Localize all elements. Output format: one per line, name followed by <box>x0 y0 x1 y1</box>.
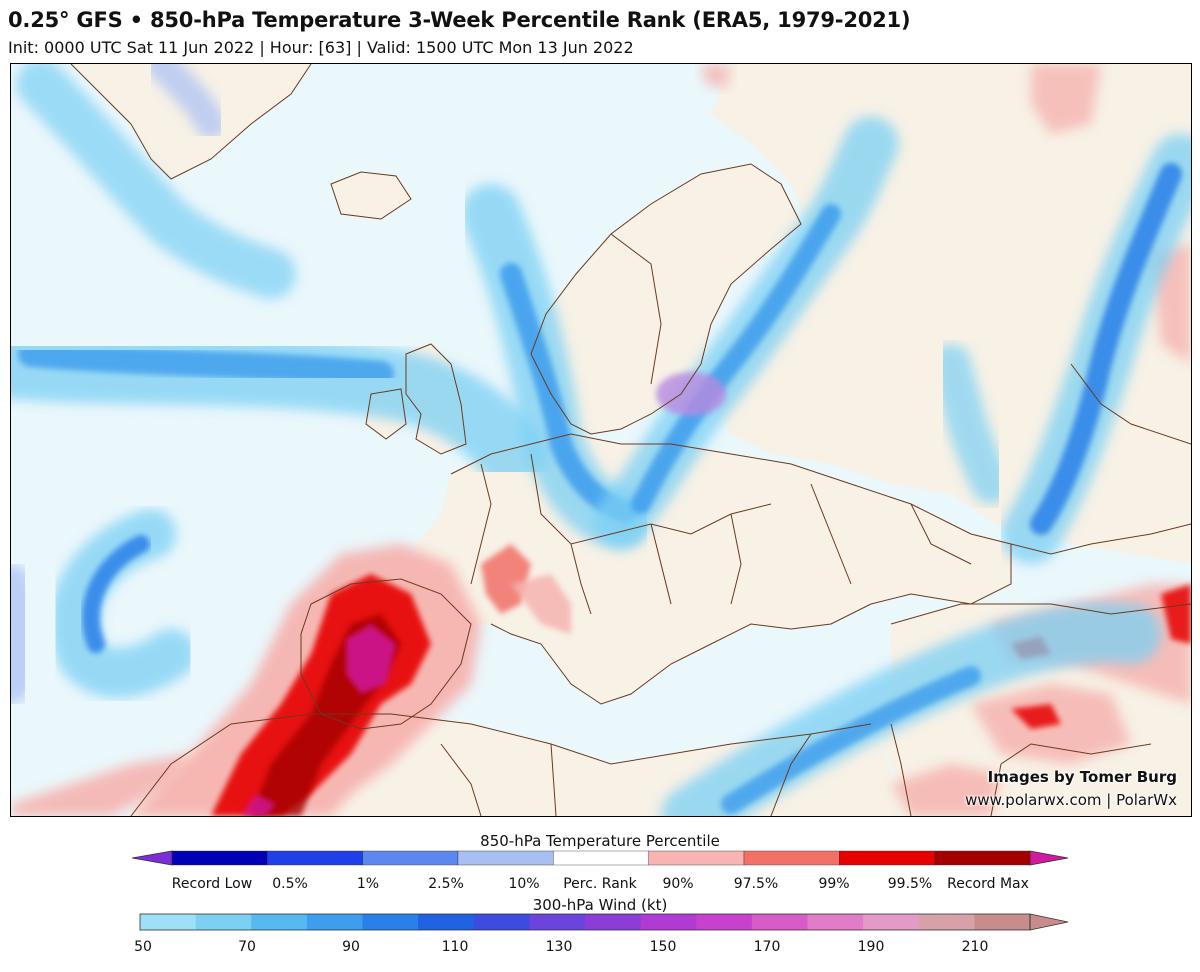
temp-colorbar-swatch <box>267 850 363 866</box>
wind-colorbar-swatch <box>696 914 753 930</box>
map-panel: Images by Tomer Burg www.polarwx.com | P… <box>10 63 1192 817</box>
temperature-anomaly-warm <box>11 64 1191 816</box>
wind-colorbar-label: 150 <box>649 939 677 955</box>
land-iceland <box>331 172 411 219</box>
wind-colorbar-swatch <box>306 914 363 930</box>
wind-colorbar-swatch <box>640 914 697 930</box>
wind-colorbar-title: 300-hPa Wind (kt) <box>532 896 668 914</box>
wind-colorbar-swatch <box>140 914 197 930</box>
wind-colorbar-label: 110 <box>441 939 469 955</box>
wind-colorbar-swatch <box>751 914 808 930</box>
temp-colorbar-swatch <box>743 850 840 866</box>
temp-colorbar-swatch <box>171 850 268 866</box>
temp-colorbar-swatch <box>362 850 459 866</box>
wind-colorbar-swatch <box>529 914 586 930</box>
wind-colorbar-swatch <box>362 914 419 930</box>
land-greenland <box>71 64 311 179</box>
temp-colorbar-label: 10% <box>508 876 540 892</box>
temp-colorbar-swatch <box>457 850 554 866</box>
wind-colorbar-swatch <box>473 914 530 930</box>
wind-colorbar-swatch <box>863 914 920 930</box>
wind-colorbar-swatch <box>251 914 308 930</box>
wind-colorbar-label: 130 <box>545 939 573 955</box>
temp-colorbar-label: 99% <box>818 876 850 892</box>
wind-colorbar-label: 50 <box>134 939 152 955</box>
temp-colorbar-extend-low <box>131 850 173 866</box>
wind-colorbar-swatch <box>974 914 1031 930</box>
temp-colorbar-label: Perc. Rank <box>563 876 637 892</box>
wind-colorbar-extend-high <box>1029 913 1069 931</box>
map-canvas <box>11 64 1191 816</box>
wind-colorbar-swatch <box>918 914 975 930</box>
temp-colorbar-swatch <box>553 850 649 866</box>
temp-colorbar-label: Record Max <box>947 876 1029 892</box>
temp-colorbar-label: Record Low <box>171 876 253 892</box>
temp-colorbar <box>131 850 1069 866</box>
temp-colorbar-label: 0.5% <box>272 876 308 892</box>
land-scandinavia <box>531 164 801 434</box>
wind-colorbar-swatch <box>585 914 642 930</box>
wind-colorbar-label: 90 <box>342 939 360 955</box>
temp-colorbar-label: 90% <box>662 876 694 892</box>
wind-colorbar-label: 70 <box>238 939 256 955</box>
wind-colorbar-swatch <box>418 914 475 930</box>
temp-colorbar-label: 1% <box>356 876 380 892</box>
wind-colorbar-swatch <box>807 914 864 930</box>
temp-colorbar-title: 850-hPa Temperature Percentile <box>480 832 720 850</box>
wind-jets <box>11 64 1191 816</box>
temp-colorbar-label: 97.5% <box>733 876 779 892</box>
map-subtitle: Init: 0000 UTC Sat 11 Jun 2022 | Hour: [… <box>8 38 634 57</box>
temp-colorbar-label: 99.5% <box>887 876 933 892</box>
country-borders <box>70 64 1191 816</box>
wind-colorbar-frame <box>139 913 1031 931</box>
temp-colorbar-swatch <box>934 850 1031 866</box>
wind-colorbar-swatch <box>195 914 252 930</box>
wind-colorbar-label: 190 <box>857 939 885 955</box>
temp-colorbar-label: 2.5% <box>428 876 464 892</box>
temp-colorbar-swatch <box>648 850 745 866</box>
wind-colorbar-label: 210 <box>961 939 989 955</box>
credit-website: www.polarwx.com | PolarWx <box>965 791 1177 809</box>
temp-colorbar-extend-high <box>1029 850 1069 866</box>
wind-colorbar <box>139 913 1069 931</box>
temp-colorbar-swatch <box>839 850 935 866</box>
map-title: 0.25° GFS • 850-hPa Temperature 3-Week P… <box>8 8 911 32</box>
credit-author: Images by Tomer Burg <box>987 768 1177 786</box>
wind-colorbar-label: 170 <box>753 939 781 955</box>
